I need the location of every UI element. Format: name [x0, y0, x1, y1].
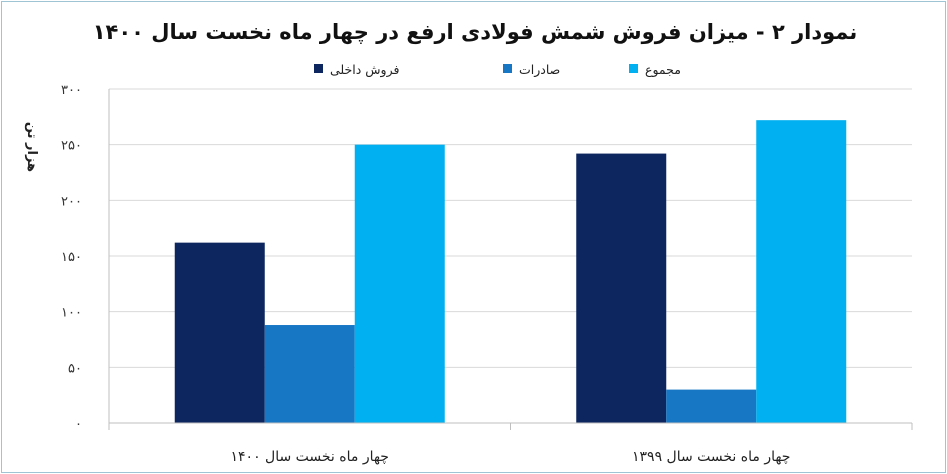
y-tick-label: ۱۵۰	[61, 250, 82, 265]
legend-label: فروش داخلی	[330, 62, 399, 78]
x-tick-label: چهار ماه نخست سال ۱۴۰۰	[231, 449, 389, 465]
chart-title: نمودار ۲ - میزان فروش شمش فولادی ارفع در…	[93, 20, 858, 44]
legend-swatch	[503, 64, 512, 73]
bar	[576, 153, 667, 423]
axes: چهار ماه نخست سال ۱۴۰۰ چهار ماه نخست سال …	[108, 89, 913, 465]
legend-label: مجموع	[645, 62, 681, 78]
legend-swatch	[314, 64, 323, 73]
y-tick-label: ۱۰۰	[61, 306, 82, 321]
y-tick-label: ۰	[75, 417, 82, 432]
bar	[264, 325, 355, 423]
y-tick-label: ۲۰۰	[61, 194, 82, 209]
x-tick-label: چهار ماه نخست سال ۱۳۹۹	[632, 449, 790, 465]
y-tick-label: ۲۵۰	[61, 139, 82, 154]
bar	[174, 242, 265, 423]
y-axis-label: هزار تن	[24, 122, 39, 172]
legend-label: صادرات	[519, 62, 560, 78]
legend: فروش داخلی صادرات مجموع	[314, 62, 681, 78]
y-tick-label: ۵۰	[68, 361, 82, 376]
y-tick-label: ۳۰۰	[61, 83, 82, 98]
bar	[666, 389, 757, 423]
legend-swatch	[629, 64, 638, 73]
bar	[756, 120, 847, 423]
bars	[174, 120, 847, 423]
bar	[354, 144, 445, 423]
